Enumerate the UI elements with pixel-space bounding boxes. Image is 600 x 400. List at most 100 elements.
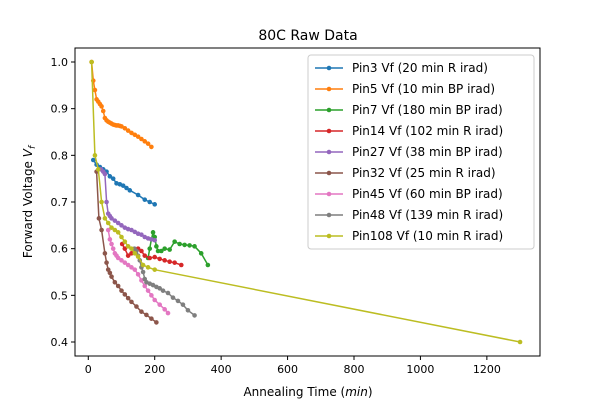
data-point: [192, 244, 197, 249]
y-tick-label: 0.8: [51, 149, 69, 162]
legend-marker: [326, 128, 332, 134]
data-point: [149, 316, 154, 321]
legend-box: [307, 54, 535, 250]
data-point: [145, 141, 151, 146]
data-point: [112, 279, 118, 285]
data-point: [152, 202, 158, 207]
data-point: [129, 246, 134, 251]
data-point: [192, 313, 197, 318]
data-point: [167, 259, 172, 265]
data-point: [125, 244, 131, 249]
legend-label: Pin27 Vf (38 min BP irad): [352, 145, 503, 159]
data-point: [147, 255, 153, 261]
data-point: [107, 174, 113, 179]
data-point: [180, 302, 186, 307]
data-point: [109, 274, 114, 279]
data-point: [142, 253, 148, 258]
x-tick-label: 0: [85, 363, 92, 376]
data-point: [122, 292, 128, 297]
data-point: [135, 272, 141, 277]
data-point: [99, 227, 104, 233]
x-tick-label: 400: [211, 363, 232, 376]
legend-marker: [326, 191, 332, 197]
legend-label: Pin5 Vf (10 min BP irad): [352, 82, 495, 96]
data-point: [129, 299, 134, 305]
data-point: [122, 246, 128, 251]
legend-item: Pin3 Vf (20 min R irad): [315, 61, 488, 75]
series-1: [89, 59, 154, 150]
data-point: [102, 251, 108, 256]
data-point: [132, 251, 138, 256]
x-tick-label: 1200: [473, 363, 501, 376]
data-point: [145, 288, 151, 293]
legend-label: Pin32 Vf (25 min R irad): [352, 166, 496, 180]
y-axis-label: Forward Voltage Vf: [21, 144, 38, 258]
data-point: [125, 262, 131, 268]
data-point: [120, 183, 126, 188]
y-tick-label: 0.4: [51, 336, 69, 349]
data-point: [112, 227, 118, 233]
data-point: [140, 269, 146, 275]
data-point: [172, 239, 177, 244]
data-point: [104, 260, 109, 265]
data-point: [177, 241, 182, 247]
data-point: [115, 220, 121, 226]
legend-item: Pin14 Vf (102 min R irad): [315, 124, 503, 138]
data-point: [162, 246, 167, 251]
data-point: [152, 297, 158, 303]
series-6: [105, 227, 171, 316]
y-tick-label: 0.5: [51, 289, 69, 302]
data-point: [159, 248, 164, 254]
data-point: [139, 248, 144, 254]
data-point: [102, 216, 108, 221]
data-point: [165, 290, 171, 296]
data-point: [125, 253, 131, 258]
data-point: [115, 283, 121, 289]
data-point: [165, 310, 171, 316]
chart-title: 80C Raw Data: [258, 28, 357, 44]
data-point: [119, 258, 124, 263]
data-point: [142, 283, 148, 289]
data-point: [112, 218, 118, 223]
data-point: [205, 262, 211, 268]
data-point: [142, 197, 148, 202]
data-point: [135, 254, 141, 259]
data-point: [95, 167, 101, 172]
data-point: [102, 171, 108, 177]
data-point: [100, 108, 106, 114]
data-point: [104, 199, 109, 205]
x-axis-ticks: 0 200 400 600 800 1000 1200: [85, 356, 501, 376]
data-point: [89, 59, 94, 65]
data-point: [145, 265, 151, 270]
data-point: [125, 295, 131, 301]
data-point: [182, 242, 187, 248]
data-point: [129, 251, 134, 256]
data-point: [198, 251, 204, 256]
data-point: [132, 267, 138, 272]
data-point: [99, 199, 104, 205]
y-axis-label-symbol: V: [21, 148, 35, 157]
data-point: [157, 302, 162, 307]
data-point: [107, 270, 113, 276]
data-point: [140, 262, 146, 268]
x-axis-label: Annealing Time (min): [243, 385, 372, 399]
data-point: [105, 227, 111, 233]
legend: Pin3 Vf (20 min R irad) Pin5 Vf (10 min B…: [307, 54, 535, 250]
legend-marker: [326, 233, 332, 239]
data-point: [105, 220, 111, 226]
y-axis-ticks: 0.4 0.5 0.6 0.7 0.8 0.9 1.0: [51, 56, 75, 349]
legend-label: Pin45 Vf (60 min BP irad): [352, 187, 503, 201]
data-point: [122, 239, 128, 244]
data-point: [92, 153, 98, 158]
series-2: [145, 230, 211, 268]
data-point: [149, 293, 154, 298]
x-tick-label: 1000: [406, 363, 434, 376]
data-point: [152, 234, 158, 240]
x-tick-label: 800: [344, 363, 365, 376]
data-point: [155, 248, 161, 254]
data-point: [152, 267, 158, 272]
data-point: [96, 216, 102, 221]
legend-marker: [326, 170, 332, 176]
data-point: [139, 232, 144, 237]
